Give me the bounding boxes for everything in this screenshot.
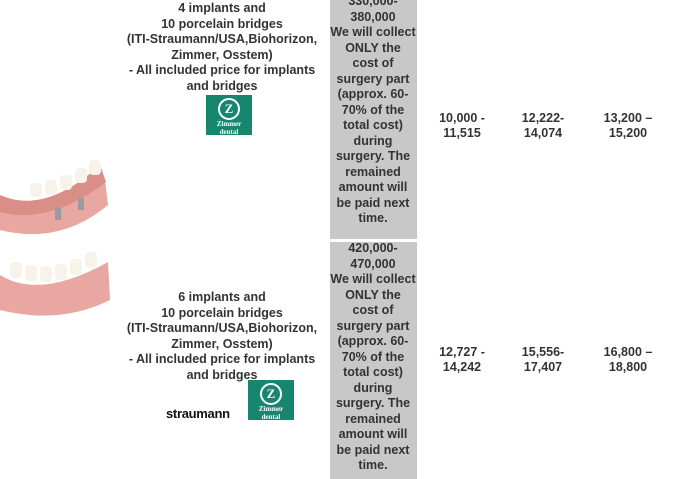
cost-line: 11,515 <box>443 126 481 140</box>
price-range: 420,000- <box>348 241 398 255</box>
price-cell-bg <box>330 0 417 239</box>
logo-text: dental <box>219 128 239 136</box>
zimmer-logo: Z Zimmer dental <box>206 95 252 136</box>
description-line: (ITI-Straumann/USA,Biohorizon, <box>126 32 318 46</box>
price-note: 70% of the <box>341 349 405 364</box>
description-line: 4 implants and <box>178 1 266 15</box>
price-note: total cost) <box>343 118 403 132</box>
description-line: - All included price for implants <box>128 63 316 77</box>
cost-line: 12,222- <box>521 110 565 125</box>
logo-text: Zimmer <box>216 120 242 128</box>
cost-line: 10,000 - <box>439 110 485 125</box>
cost-line: 13,200 – <box>603 110 653 125</box>
price-range: 380,000 <box>350 9 396 24</box>
cost-line: 14,242 <box>442 360 482 374</box>
logo-text: dental <box>261 413 281 421</box>
price-range: 330,000- <box>348 0 398 8</box>
cost-line: 12,727 - <box>439 344 485 359</box>
price-cell-bg <box>330 242 417 479</box>
price-note: surgery part <box>336 71 410 86</box>
price-note: cost of <box>352 303 394 317</box>
price-note: We will collect <box>330 272 416 286</box>
price-note: be paid next <box>336 195 410 210</box>
price-note: (approx. 60- <box>337 334 409 348</box>
description-line: and bridges <box>186 78 258 93</box>
cost-line: 15,556- <box>521 344 565 359</box>
price-note: We will collect <box>330 25 416 39</box>
cost-line: 18,800 <box>608 360 648 374</box>
price-note: 70% of the <box>341 102 405 117</box>
description-line: 6 implants and <box>178 290 266 304</box>
cost-line: 17,407 <box>523 360 563 374</box>
logo-text: Zimmer <box>258 405 284 413</box>
price-note: amount will <box>338 180 408 194</box>
description-line: 10 porcelain bridges <box>161 305 283 320</box>
cost-line: 15,200 <box>608 126 648 140</box>
price-note: surgery. The <box>335 396 411 410</box>
price-note: amount will <box>338 427 408 441</box>
price-note: ONLY the <box>345 287 401 302</box>
cost-line: 16,800 – <box>603 344 653 359</box>
description-line: - All included price for implants <box>128 352 316 366</box>
description-line: and bridges <box>186 367 258 382</box>
price-note: during <box>353 133 393 148</box>
zimmer-logo: Z Zimmer dental <box>248 380 294 421</box>
price-note: total cost) <box>343 365 403 379</box>
price-note: time. <box>358 211 388 225</box>
price-note: be paid next <box>336 442 410 457</box>
price-note: remained <box>345 411 401 426</box>
price-note: surgery. The <box>335 149 411 163</box>
price-note: during <box>353 380 393 395</box>
description-line: Zimmer, Osstem) <box>171 47 273 62</box>
dental-image <box>0 252 110 316</box>
dental-image <box>0 160 108 235</box>
price-note: cost of <box>352 56 394 70</box>
description-line: Zimmer, Osstem) <box>171 336 273 351</box>
price-note: (approx. 60- <box>337 87 409 101</box>
description-line: (ITI-Straumann/USA,Biohorizon, <box>126 321 318 335</box>
cost-line: 14,074 <box>523 126 563 140</box>
straumann-logo: straumann <box>166 406 230 421</box>
price-note: surgery part <box>336 318 410 333</box>
dental-images <box>0 160 110 316</box>
price-range: 470,000 <box>350 256 396 271</box>
price-note: ONLY the <box>345 40 401 55</box>
price-note: time. <box>358 458 388 472</box>
price-note: remained <box>345 164 401 179</box>
description-line: 10 porcelain bridges <box>161 16 283 31</box>
